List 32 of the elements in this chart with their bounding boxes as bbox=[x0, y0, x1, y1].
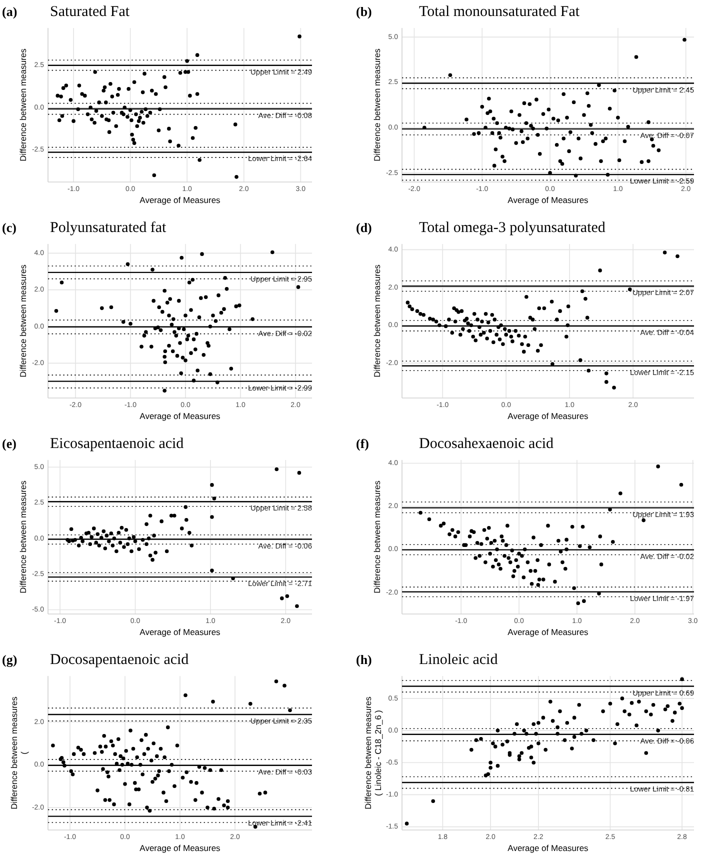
chart-title: Polyunsaturated fat bbox=[50, 220, 168, 236]
chart-title: Saturated Fat bbox=[50, 4, 130, 20]
text: (f) bbox=[356, 436, 369, 451]
text: (e) bbox=[2, 436, 16, 451]
text: (d) bbox=[356, 220, 372, 235]
text: (h) bbox=[356, 652, 372, 667]
chart-title: Total monounsaturated Fat bbox=[419, 4, 580, 20]
y-axis-title: Difference between measures ( bbox=[9, 696, 29, 810]
x-axis-title: Average of Measures bbox=[508, 195, 588, 205]
y-axis-title: Difference between measures ( Linoleic - C18_2n_6 ) bbox=[363, 696, 383, 810]
y-axis-title: Difference between measures bbox=[372, 264, 382, 378]
text: (a) bbox=[2, 4, 18, 19]
text: (c) bbox=[2, 220, 16, 235]
y-axis-title: Difference between measures bbox=[18, 480, 28, 594]
y-axis-title: Difference between measures bbox=[372, 480, 382, 594]
x-axis-title: Average of Measures bbox=[140, 627, 220, 637]
text: (b) bbox=[356, 4, 372, 19]
x-axis-title: Average of Measures bbox=[508, 411, 588, 421]
x-axis-title: Average of Measures bbox=[140, 195, 220, 205]
chart-title: Docosahexaenoic acid bbox=[419, 436, 554, 452]
y-axis-title: Difference between measures bbox=[372, 48, 382, 162]
chart-title: Docosapentaenoic acid bbox=[50, 652, 190, 668]
chart-title: Eicosapentaenoic acid bbox=[50, 436, 184, 452]
x-axis-title: Average of Measures bbox=[508, 627, 588, 637]
y-axis-title: Difference between measures bbox=[18, 264, 28, 378]
x-axis-title: Average of Measures bbox=[140, 411, 220, 421]
x-axis-title: Average of Measures bbox=[140, 843, 220, 853]
y-axis-title: Difference between measures bbox=[18, 48, 28, 162]
chart-title: Linoleic acid bbox=[419, 652, 498, 668]
chart-title: Total omega-3 polyunsaturated bbox=[419, 220, 606, 236]
text: (g) bbox=[2, 652, 18, 667]
x-axis-title: Average of Measures bbox=[508, 843, 588, 853]
